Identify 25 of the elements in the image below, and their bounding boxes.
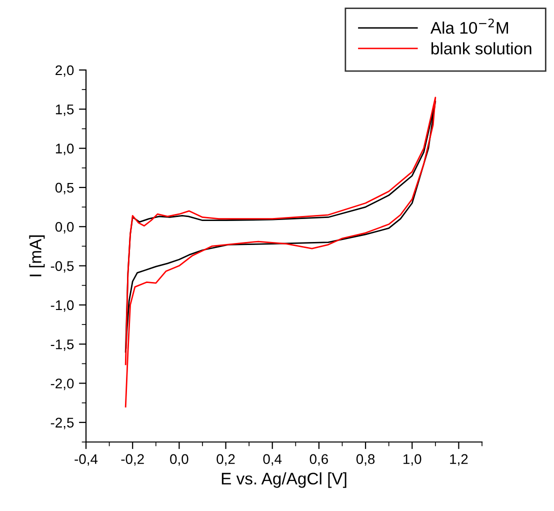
x-tick-label: 0,6	[310, 454, 328, 466]
y-tick-label: -1,0	[50, 300, 74, 312]
y-axis-title: I [mA]	[29, 235, 45, 276]
y-tick-label: 0,5	[55, 182, 74, 194]
y-tick-label: -1,5	[50, 340, 74, 351]
x-tick-label: 0,4	[263, 454, 282, 466]
y-tick-label: -0,5	[50, 261, 74, 273]
y-tick-label: 2,0	[56, 65, 74, 77]
y-tick-label: 1,5	[56, 104, 74, 116]
line-series	[124, 96, 436, 408]
x-tick-label: 0,2	[216, 454, 235, 466]
y-tick-label: 1,0	[56, 144, 74, 156]
x-tick-label: -0,2	[121, 454, 144, 466]
legend-label: blank solution	[431, 42, 532, 54]
line-series	[124, 100, 436, 353]
x-tick-label: 0,8	[356, 454, 375, 466]
x-tick-label: 1,0	[404, 454, 422, 466]
y-tick-label: 0,0	[55, 222, 74, 234]
x-tick-label: 0,0	[170, 454, 188, 466]
x-axis-title: E vs. Ag/AgCl [V]	[222, 472, 346, 488]
y-tick-label: -2,5	[50, 418, 74, 430]
legend-label: Ala 10$^{−2}$M	[430, 18, 508, 34]
x-tick-label: -0,4	[74, 454, 98, 466]
y-tick-label: -2,0	[50, 378, 74, 390]
x-tick-label: 1,2	[450, 454, 468, 466]
